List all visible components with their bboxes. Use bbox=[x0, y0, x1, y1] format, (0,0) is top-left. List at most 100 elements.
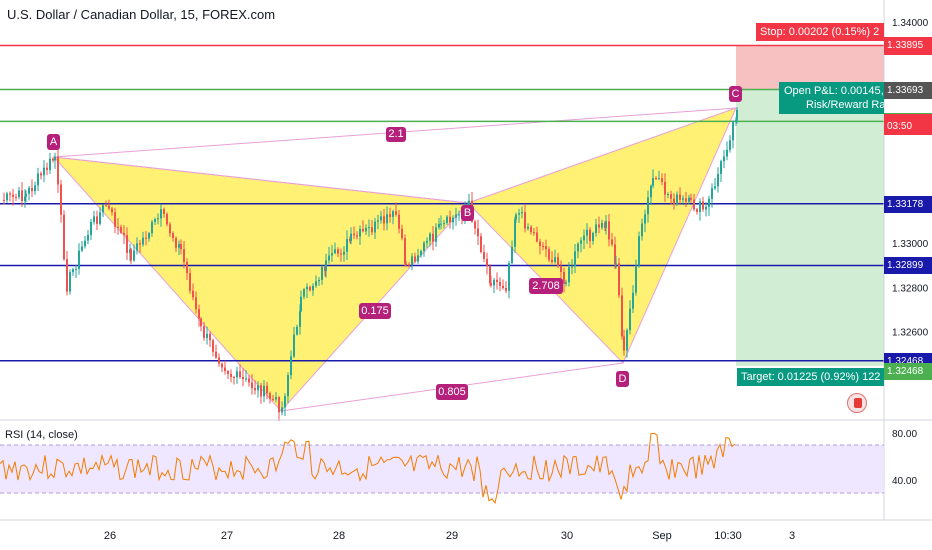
pnl-box[interactable]: Open P&L: 0.00145, Risk/Reward Ra bbox=[779, 82, 884, 114]
candle-body bbox=[306, 286, 308, 290]
candle-body bbox=[408, 264, 410, 266]
candle-body bbox=[647, 197, 649, 215]
candle-body bbox=[524, 212, 526, 229]
candle-body bbox=[455, 214, 457, 218]
ratio-ac-label[interactable]: 2.1 bbox=[386, 127, 406, 142]
candle-body bbox=[172, 233, 174, 239]
candle-body bbox=[389, 214, 391, 217]
candle-body bbox=[664, 181, 666, 195]
candle-body bbox=[200, 318, 202, 327]
candle-body bbox=[209, 333, 211, 341]
candle-body bbox=[414, 256, 416, 262]
candle-body bbox=[644, 214, 646, 224]
candle-body bbox=[57, 156, 59, 185]
candle-body bbox=[452, 217, 454, 223]
point-c-label[interactable]: C bbox=[729, 86, 742, 102]
candle-body bbox=[142, 237, 144, 245]
ratio-xd-label[interactable]: 0.805 bbox=[436, 384, 468, 400]
ratio-bcd-label[interactable]: 2.708 bbox=[529, 278, 563, 294]
candle-body bbox=[66, 259, 68, 292]
candle-body bbox=[145, 237, 147, 239]
candle-body bbox=[563, 272, 565, 284]
candle-body bbox=[126, 235, 128, 253]
candle-body bbox=[380, 216, 382, 221]
target-box[interactable]: Target: 0.01225 (0.92%) 122 bbox=[737, 368, 884, 386]
candle-body bbox=[368, 227, 370, 229]
candle-body bbox=[673, 198, 675, 205]
candle-body bbox=[548, 249, 550, 260]
price-axis-tag: 1.32468 bbox=[884, 363, 932, 381]
candle-body bbox=[28, 188, 30, 194]
candle-body bbox=[705, 206, 707, 210]
candle-body bbox=[405, 263, 407, 265]
candle-body bbox=[189, 273, 191, 291]
candle-body bbox=[371, 227, 373, 233]
candle-body bbox=[398, 214, 400, 229]
ratio-xab-label[interactable]: 0.175 bbox=[359, 303, 391, 319]
candle-body bbox=[230, 373, 232, 377]
point-a-label[interactable]: A bbox=[47, 134, 60, 150]
candle-body bbox=[278, 397, 280, 413]
candle-body bbox=[699, 201, 701, 212]
candle-body bbox=[72, 269, 74, 273]
point-b-label[interactable]: B bbox=[461, 205, 474, 221]
candle-body bbox=[490, 283, 492, 286]
candle-body bbox=[296, 326, 298, 335]
candle-body bbox=[224, 367, 226, 372]
candle-body bbox=[711, 188, 713, 199]
candle-body bbox=[120, 226, 122, 233]
candle-body bbox=[263, 385, 265, 397]
candle-body bbox=[284, 396, 286, 408]
candle-body bbox=[641, 223, 643, 237]
candle-body bbox=[331, 253, 333, 256]
candle-body bbox=[362, 228, 364, 232]
candle-body bbox=[114, 212, 116, 227]
candle-body bbox=[690, 197, 692, 200]
candle-body bbox=[608, 221, 610, 240]
candle-body bbox=[679, 194, 681, 200]
candle-body bbox=[377, 220, 379, 222]
candle-body bbox=[40, 173, 42, 176]
candle-body bbox=[386, 214, 388, 224]
candle-body bbox=[183, 249, 185, 262]
candle-body bbox=[192, 290, 194, 298]
candle-body bbox=[720, 161, 722, 174]
candle-body bbox=[545, 246, 547, 250]
candle-body bbox=[257, 385, 259, 391]
candle-body bbox=[281, 407, 283, 413]
candle-body bbox=[411, 256, 413, 266]
candle-body bbox=[554, 257, 556, 263]
candle-body bbox=[417, 255, 419, 262]
point-d-label[interactable]: D bbox=[616, 371, 629, 387]
candle-body bbox=[318, 279, 320, 282]
candle-body bbox=[239, 371, 241, 378]
candle-body bbox=[429, 233, 431, 241]
candle-body bbox=[353, 233, 355, 236]
candle-body bbox=[245, 378, 247, 380]
candle-body bbox=[340, 253, 342, 255]
candle-body bbox=[69, 272, 71, 292]
candle-body bbox=[160, 209, 162, 219]
candle-body bbox=[215, 351, 217, 358]
candle-body bbox=[618, 263, 620, 296]
pattern-xb-line bbox=[53, 156, 469, 204]
candle-body bbox=[496, 279, 498, 282]
candle-body bbox=[365, 227, 367, 232]
rsi-line bbox=[0, 432, 736, 505]
time-tick-label: 28 bbox=[333, 530, 345, 542]
candle-body bbox=[111, 208, 113, 213]
canada-flag-icon[interactable] bbox=[847, 393, 867, 413]
candle-body bbox=[334, 249, 336, 254]
candle-body bbox=[726, 149, 728, 157]
stop-box[interactable]: Stop: 0.00202 (0.15%) 2 bbox=[756, 23, 884, 41]
candle-body bbox=[63, 214, 65, 260]
rsi-band bbox=[0, 445, 884, 493]
candle-body bbox=[638, 236, 640, 266]
candle-body bbox=[583, 235, 585, 241]
candle-body bbox=[533, 232, 535, 234]
time-tick-label: 10:30 bbox=[714, 530, 742, 542]
candle-body bbox=[598, 224, 600, 228]
candle-body bbox=[25, 193, 27, 197]
candle-body bbox=[626, 330, 628, 351]
